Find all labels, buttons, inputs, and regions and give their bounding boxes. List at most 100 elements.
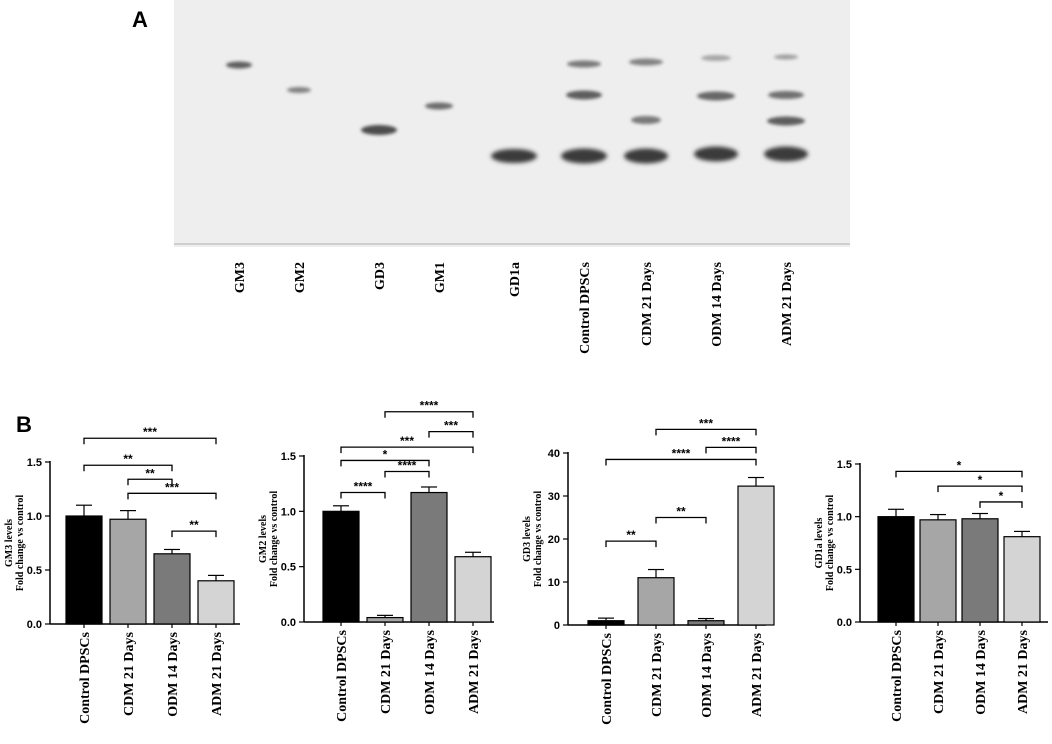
bar — [687, 620, 725, 626]
significance-label: ** — [189, 518, 199, 532]
tlc-band — [694, 146, 738, 162]
tlc-lane-labels: GM3 GM2 GD3 GM1 GD1a Control DPSCs CDM 21 Days… — [233, 261, 795, 353]
significance-label: ** — [676, 505, 686, 519]
x-tick-label: ODM 14 Days — [974, 629, 989, 714]
significance-bracket — [127, 478, 173, 486]
y-axis-title: GD3 levels — [522, 516, 533, 562]
y-tick-label: 1.5 — [837, 459, 852, 471]
y-tick-label: 0.5 — [281, 562, 296, 574]
significance-bracket — [428, 431, 474, 438]
x-tick-label: CDM 21 Days — [650, 632, 665, 717]
lane-label: CDM 21 Days — [640, 261, 655, 346]
tlc-band — [287, 87, 311, 93]
significance-bracket — [605, 540, 657, 548]
significance-bracket — [340, 446, 474, 454]
x-tick-label: ADM 21 Days — [467, 629, 482, 714]
lane-label: GM2 — [293, 262, 308, 293]
tlc-band — [774, 54, 798, 60]
significance-bracket — [340, 459, 430, 467]
significance-bracket — [384, 470, 430, 478]
significance-label: *** — [699, 416, 713, 430]
significance-label: ** — [145, 466, 155, 480]
x-tick-label: CDM 21 Days — [932, 629, 947, 714]
y-tick-label: 0.5 — [837, 564, 852, 576]
bar — [961, 518, 999, 623]
panel-a-letter: A — [132, 7, 148, 32]
y-tick-label: 0.0 — [837, 617, 852, 629]
significance-bracket — [895, 470, 1023, 478]
significance-bracket — [127, 492, 217, 500]
y-tick-label: 0 — [554, 620, 560, 632]
significance-bracket — [83, 437, 217, 445]
y-tick-label: 20 — [548, 534, 560, 546]
x-tick-label: ADM 21 Days — [750, 632, 765, 717]
significance-label: ** — [626, 528, 636, 542]
y-tick-label: 0.5 — [27, 565, 42, 577]
lane-label: GM1 — [433, 262, 448, 293]
y-tick-label: 0.0 — [27, 619, 42, 631]
bar — [410, 491, 448, 623]
significance-label: *** — [444, 419, 458, 433]
bar — [454, 556, 492, 623]
lane-label: ADM 21 Days — [780, 261, 795, 346]
y-tick-label: 1.0 — [837, 512, 852, 524]
bar-charts: 0.0 0.5 1.0 1.5 GM3 levels Fold change vs con… — [4, 399, 1048, 725]
y-tick-label: 1.0 — [27, 511, 42, 523]
significance-bracket — [384, 411, 474, 418]
tlc-band — [631, 116, 661, 124]
bar — [65, 515, 103, 625]
x-tick-label: ODM 14 Days — [700, 632, 715, 717]
x-tick-label: Control DPSCs — [600, 632, 615, 724]
tlc-band — [697, 91, 735, 101]
x-tick-label: Control DPSCs — [335, 629, 350, 721]
lane-label: GD1a — [508, 262, 523, 297]
tlc-band — [361, 125, 397, 135]
y-axis-title: GD1a levels — [814, 517, 825, 568]
tlc-band — [629, 58, 663, 66]
significance-label: * — [957, 458, 962, 472]
x-tick-label: Control DPSCs — [890, 629, 905, 721]
significance-bracket — [655, 428, 757, 436]
significance-bracket — [340, 491, 386, 499]
significance-bracket — [979, 501, 1023, 508]
tlc-band — [767, 116, 805, 126]
significance-bracket — [705, 446, 757, 454]
bar — [737, 485, 775, 626]
tlc-band — [701, 55, 731, 61]
significance-bracket — [655, 516, 707, 524]
x-tick-label: ODM 14 Days — [166, 631, 181, 716]
tlc-band — [425, 102, 453, 110]
panel-b-letter: B — [16, 412, 32, 437]
significance-label: *** — [400, 434, 414, 448]
lane-label: ODM 14 Days — [710, 261, 725, 346]
lane-label: GD3 — [373, 262, 388, 290]
significance-label: * — [999, 489, 1004, 503]
y-tick-label: 30 — [548, 491, 560, 503]
tlc-plate — [174, 0, 850, 247]
significance-label: * — [383, 447, 388, 461]
bar — [919, 519, 957, 623]
tlc-band — [768, 91, 804, 99]
lane-label: Control DPSCs — [578, 261, 593, 353]
bar — [153, 553, 191, 625]
significance-label: **** — [398, 458, 417, 472]
y-axis-title: Fold change vs control — [825, 495, 836, 591]
bar — [366, 616, 404, 623]
x-tick-label: Control DPSCs — [78, 631, 93, 723]
bar-chart-2: 0.0 0.5 1.0 1.5 GM2 levels Fold change vs con… — [258, 399, 494, 722]
y-axis-title: GM2 levels — [258, 515, 269, 563]
y-axis-title: GM3 levels — [4, 519, 15, 567]
bar-chart-4: 0.0 0.5 1.0 1.5 GD1a levels Fold change vs co… — [814, 458, 1048, 722]
significance-label: **** — [420, 399, 439, 413]
bar — [637, 577, 675, 626]
significance-bracket — [605, 458, 757, 466]
y-axis-title: Fold change vs control — [269, 491, 280, 587]
significance-label: * — [978, 473, 983, 487]
significance-label: **** — [722, 434, 741, 448]
bar-chart-3: 0 10 20 30 40 GD3 levels Fold change vs contro… — [522, 416, 775, 725]
tlc-band — [491, 149, 537, 163]
bar-chart-1: 0.0 0.5 1.0 1.5 GM3 levels Fold change vs con… — [4, 425, 240, 724]
x-tick-label: CDM 21 Days — [122, 631, 137, 716]
significance-label: *** — [143, 425, 157, 439]
